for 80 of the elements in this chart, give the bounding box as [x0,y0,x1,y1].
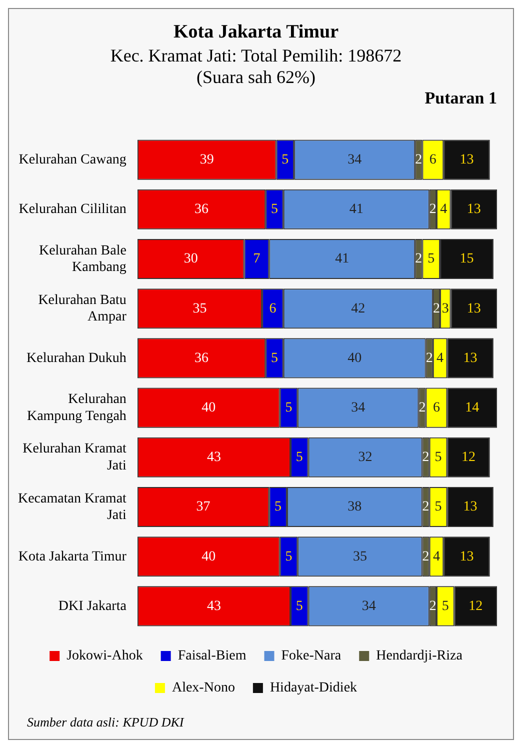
data-label: 13 [466,301,481,316]
data-label: 7 [253,252,260,267]
data-label: 2 [426,350,433,366]
data-label: 40 [348,350,362,366]
data-label: 5 [285,549,292,564]
data-label: 2 [418,400,426,416]
data-label: 15 [460,252,474,267]
data-label: 38 [348,500,362,515]
data-label: 5 [285,400,292,416]
data-label: 40 [202,400,216,416]
legend-label: Hendardji-Riza [376,648,464,664]
y-tick-label: Kelurahan Cawang [18,152,126,168]
data-label: 34 [348,152,362,168]
data-label: 5 [428,252,435,267]
data-label: 5 [282,152,289,168]
data-label: 5 [296,598,303,614]
data-label: 5 [434,450,442,466]
data-label: 32 [358,450,372,466]
data-label: 2 [422,450,430,466]
legend-label: Hidayat-Didiek [270,680,358,696]
data-label: 13 [463,350,478,366]
data-label: 41 [335,252,350,267]
data-label: 4 [440,202,448,218]
data-label: 13 [466,202,481,218]
data-label: 5 [271,350,278,366]
data-label: 12 [468,598,483,614]
data-label: 3 [442,301,449,316]
y-tick-label: Kelurahan Kampung Tengah [26,392,126,424]
data-label: 5 [442,598,449,614]
data-label: 35 [192,301,207,316]
data-label: 36 [194,202,209,218]
text: Putaran 1 [424,88,497,108]
data-label: 40 [202,549,216,564]
data-label: 4 [432,549,440,564]
data-label: 13 [460,549,474,564]
legend-label: Jokowi-Ahok [66,648,143,664]
data-label: 2 [429,202,436,218]
data-label: 4 [436,350,444,366]
data-label: 5 [296,450,303,466]
data-label: 42 [351,301,366,316]
data-label: 34 [351,400,366,416]
data-label: 5 [274,500,282,515]
data-label: 2 [415,152,422,168]
data-label: 35 [352,549,367,564]
data-label: 12 [462,450,476,466]
y-tick-label: Kecamatan Kramat Jati [18,491,127,524]
legend-label: Foke-Nara [281,648,342,664]
data-label: 39 [200,152,214,168]
data-label: 2 [415,252,422,267]
data-label: 2 [432,301,440,316]
chart-subtitle: Kec. Kramat Jati: Total Pemilih: 198672 (Suara sah 62%) [110,45,402,87]
y-tick-label: Kota Jakarta Timur [18,549,127,564]
data-label: 13 [460,152,474,168]
data-label: 2 [429,598,436,614]
data-label: 5 [434,500,442,515]
y-tick-label: Kelurahan Cililitan [18,202,126,218]
data-label: 6 [432,400,440,416]
chart-title: Kota Jakarta Timur [173,21,340,42]
y-tick-label: Kelurahan Bale Kambang [38,243,126,276]
data-label: 41 [349,202,364,218]
text: Sumber data asli: KPUD DKI [27,714,184,730]
y-tick-label: Kelurahan Batu Ampar [38,292,127,325]
data-label: 34 [362,598,376,614]
data-label: 6 [429,152,436,168]
data-label: 36 [194,350,209,366]
data-label: 6 [269,301,276,316]
data-label: 30 [184,252,198,267]
data-label: 43 [206,450,221,466]
legend-label: Faisal-Biem [178,648,246,664]
data-label: 37 [196,500,210,515]
data-label: 5 [271,202,278,218]
y-tick-label: Kelurahan Kramat Jati [22,442,127,474]
data-label: 14 [465,400,480,416]
legend-label: Alex-Nono [172,680,235,696]
data-label: 13 [463,500,478,515]
data-label: 2 [422,500,430,515]
data-label: 43 [206,598,221,614]
y-tick-label: DKI Jakarta [58,598,128,614]
data-label: 2 [422,549,430,564]
y-tick-label: Kelurahan Dukuh [26,350,126,366]
